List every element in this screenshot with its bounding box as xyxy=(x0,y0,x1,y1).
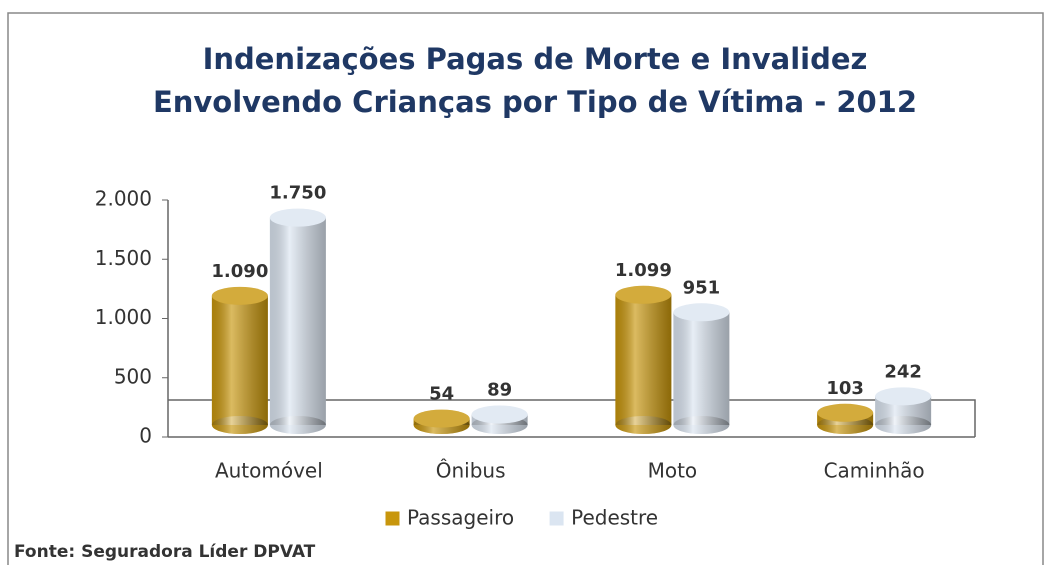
y-tick-label: 2.000 xyxy=(95,187,152,211)
legend-swatch xyxy=(385,511,400,526)
bar-top xyxy=(817,403,874,422)
x-tick-label: Caminhão xyxy=(824,459,925,483)
value-label: 89 xyxy=(487,379,512,400)
bar-top xyxy=(615,285,672,304)
bar-bottom-shade xyxy=(875,416,932,434)
x-tick-label: Automóvel xyxy=(215,459,323,483)
bar-top xyxy=(269,208,326,227)
bar-shade xyxy=(673,312,730,425)
bar-top-shine xyxy=(615,285,672,304)
value-label: 1.090 xyxy=(211,261,268,282)
bar-top-shine xyxy=(817,403,874,422)
value-label: 951 xyxy=(683,277,721,298)
y-tick-label: 0 xyxy=(139,424,152,448)
bar-top xyxy=(211,286,268,305)
bar-top-shine xyxy=(269,208,326,227)
y-tick-label: 1.000 xyxy=(95,305,152,329)
bar-top-shine xyxy=(211,286,268,305)
bar-top-shine xyxy=(875,387,932,406)
bar-top-shine xyxy=(413,409,470,428)
bar-top xyxy=(413,409,470,428)
bar-top-shine xyxy=(673,303,730,322)
y-tick-label: 500 xyxy=(114,364,152,388)
legend-label: Passageiro xyxy=(407,506,514,530)
value-label: 103 xyxy=(826,378,864,399)
bar-shade xyxy=(211,295,268,425)
bar-top-shine xyxy=(471,405,528,424)
bar-bottom-shade xyxy=(269,416,326,434)
legend-label: Pedestre xyxy=(571,506,658,530)
value-label: 1.099 xyxy=(615,260,672,281)
bar-bottom-shade xyxy=(673,416,730,434)
x-tick-label: Moto xyxy=(648,459,698,483)
chart-title: Indenizações Pagas de Morte e Invalidez … xyxy=(152,42,918,119)
bar-shade xyxy=(615,294,672,425)
bar-top xyxy=(673,303,730,322)
bar-top xyxy=(875,387,932,406)
value-label: 242 xyxy=(884,361,922,382)
bar-bottom-shade xyxy=(211,416,268,434)
bar-top xyxy=(471,405,528,424)
legend-swatch xyxy=(549,511,564,526)
x-tick-label: Ônibus xyxy=(436,459,506,483)
value-label: 1.750 xyxy=(269,183,326,204)
bar-bottom-shade xyxy=(615,416,672,434)
floor xyxy=(168,399,976,437)
bar-shade xyxy=(269,217,326,425)
source: Fonte: Seguradora Líder DPVAT xyxy=(14,542,316,562)
y-tick-label: 1.500 xyxy=(95,246,152,270)
value-label: 54 xyxy=(429,384,454,405)
frame xyxy=(7,12,1044,565)
